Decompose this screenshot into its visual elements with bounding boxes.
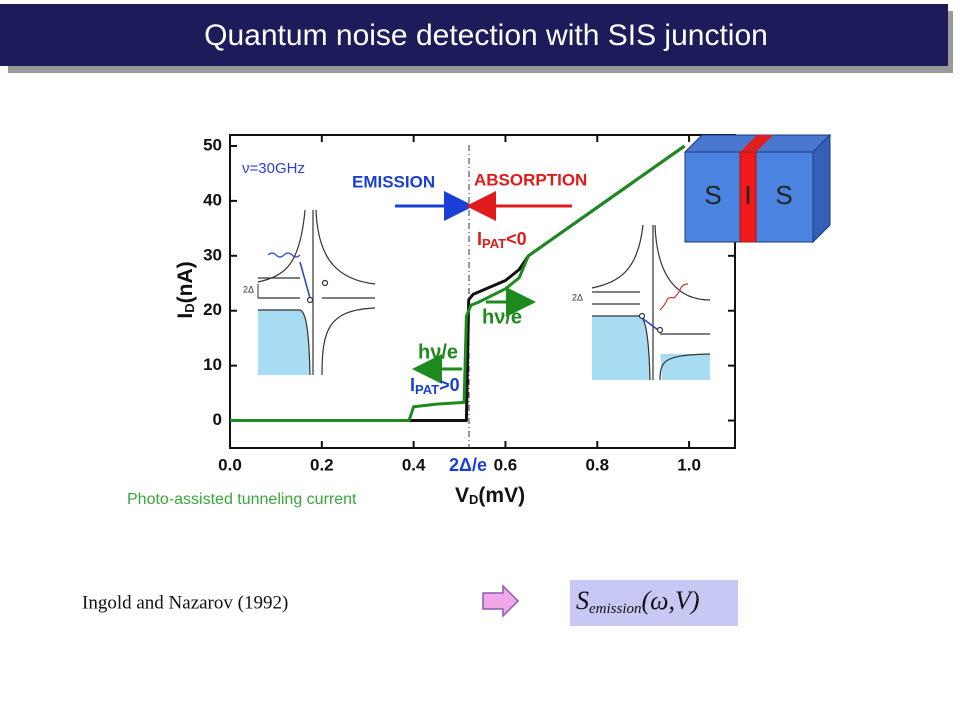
emission-label: EMISSION xyxy=(352,172,435,191)
gap-left-label: 2Δ xyxy=(243,284,254,294)
x-title-main: V xyxy=(455,484,469,507)
curves xyxy=(230,144,686,422)
y-title-sub: D xyxy=(182,303,197,312)
absorption-diagram xyxy=(591,224,711,381)
x-axis-title: VD(mV) xyxy=(455,484,525,508)
y-tick-label: 0 xyxy=(213,410,222,429)
caption: Photo-assisted tunneling current xyxy=(127,491,357,508)
title-bar xyxy=(0,4,948,66)
y-tick-label: 30 xyxy=(203,245,222,264)
formula-args: (ω,V) xyxy=(642,586,700,615)
ipat-sub: PAT xyxy=(482,236,506,251)
frequency-label: ν=30GHz xyxy=(242,160,305,177)
ipat-main: I xyxy=(477,229,482,249)
gap-right-label: 2Δ xyxy=(572,292,583,302)
photon-right-label: hν/e xyxy=(482,306,522,328)
x-tick-label: 0.0 xyxy=(218,455,242,474)
junction-right: S xyxy=(775,180,792,210)
plot-frame xyxy=(229,134,736,449)
formula-main: S xyxy=(576,586,589,615)
y-title-unit: (nA) xyxy=(174,261,197,303)
y-axis-title: ID(nA) xyxy=(174,261,198,318)
formula: Semission(ω,V) xyxy=(576,586,700,617)
x-title-unit: (mV) xyxy=(478,484,525,507)
x-title-sub: D xyxy=(469,492,478,507)
y-tick-label: 20 xyxy=(203,300,222,319)
ipat-sub: PAT xyxy=(415,382,439,397)
y-tick-label: 10 xyxy=(203,355,222,374)
reference: Ingold and Nazarov (1992) xyxy=(82,592,288,613)
ipat-rest: <0 xyxy=(506,229,527,249)
implies-arrow xyxy=(482,584,520,618)
series-line xyxy=(230,144,686,422)
ipat-negative: IPAT<0 xyxy=(477,229,527,252)
formula-box xyxy=(570,580,738,626)
gap-voltage-label: 2Δ/e xyxy=(449,455,487,475)
x-tick-label: 0.2 xyxy=(310,455,334,474)
emission-diagram xyxy=(257,209,376,376)
formula-sub: emission xyxy=(589,601,642,617)
photon-left-label: hν/e xyxy=(418,341,458,363)
y-title-main: I xyxy=(174,313,197,319)
junction-left: S xyxy=(704,180,721,210)
absorption-label: ABSORPTION xyxy=(474,170,587,189)
slide-title: Quantum noise detection with SIS junctio… xyxy=(204,19,768,52)
x-tick-label: 0.4 xyxy=(402,455,426,474)
y-tick-label: 40 xyxy=(203,190,222,209)
sis-junction: S I S xyxy=(683,133,832,244)
y-tick-label: 50 xyxy=(203,135,222,154)
junction-middle: I xyxy=(744,180,751,210)
ticks: 0 10 20 30 40 50 0.0 0.2 0.4 0.6 0.8 1.0 xyxy=(203,135,735,474)
ipat-positive: IPAT>0 xyxy=(410,375,460,398)
ipat-main: I xyxy=(410,375,415,395)
ipat-rest: >0 xyxy=(439,375,460,395)
x-tick-label: 0.8 xyxy=(585,455,609,474)
x-tick-label: 0.6 xyxy=(494,455,518,474)
x-tick-label: 1.0 xyxy=(677,455,701,474)
